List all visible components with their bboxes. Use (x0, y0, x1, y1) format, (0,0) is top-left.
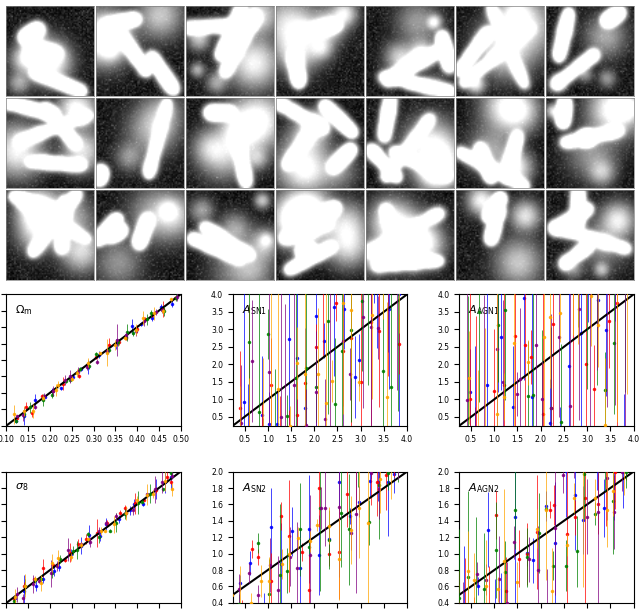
Text: $A_{\mathrm{SN1}}$: $A_{\mathrm{SN1}}$ (242, 303, 267, 317)
Text: $\Omega_{\mathrm{m}}$: $\Omega_{\mathrm{m}}$ (15, 303, 33, 317)
Text: $A_{\mathrm{AGN1}}$: $A_{\mathrm{AGN1}}$ (468, 303, 500, 317)
Text: $A_{\mathrm{SN2}}$: $A_{\mathrm{SN2}}$ (242, 481, 267, 495)
Text: $A_{\mathrm{AGN2}}$: $A_{\mathrm{AGN2}}$ (468, 481, 500, 495)
Text: $\sigma_{8}$: $\sigma_{8}$ (15, 481, 29, 493)
